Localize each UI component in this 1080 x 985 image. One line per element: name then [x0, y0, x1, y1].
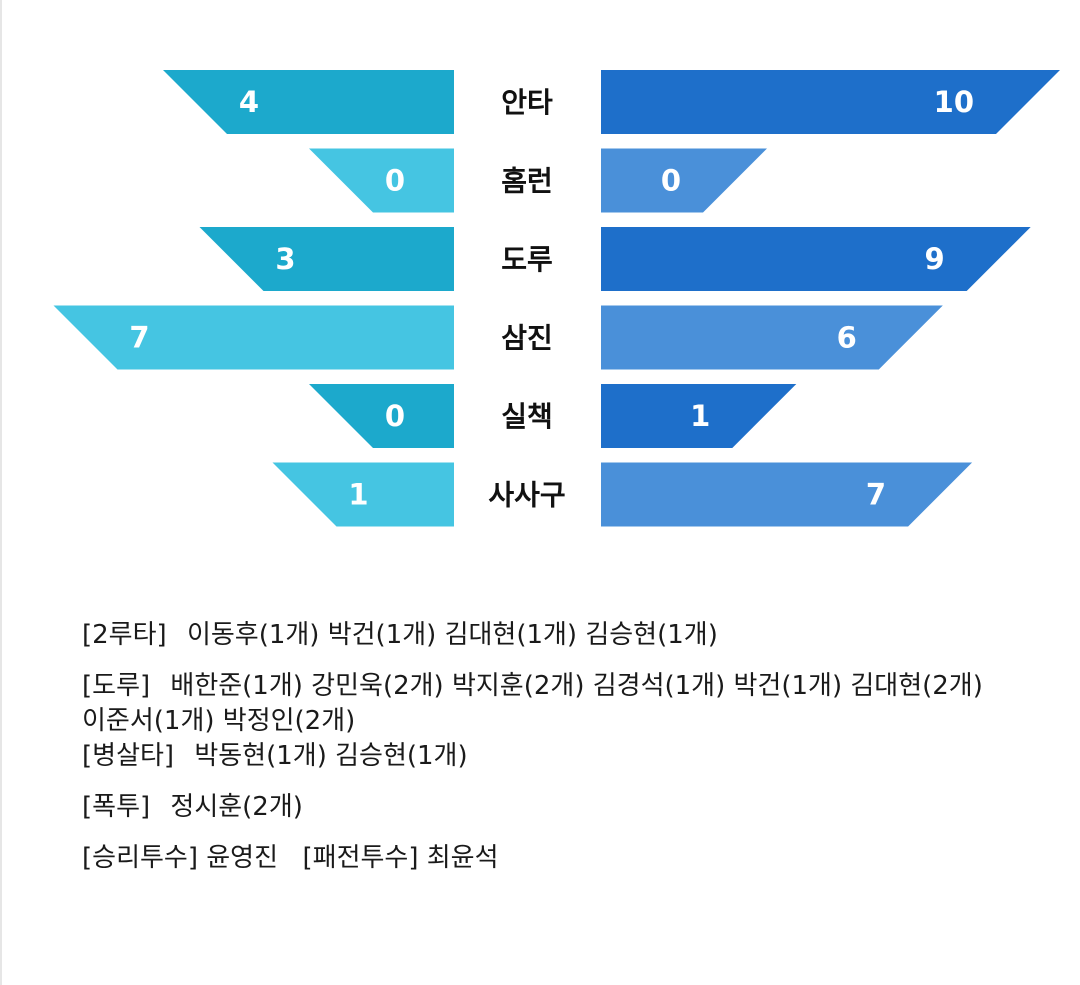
left-bar-value: 3	[275, 242, 295, 276]
category-label: 안타	[501, 86, 553, 119]
loss-pitcher-name: 최윤석	[426, 843, 499, 873]
left-bar	[272, 462, 454, 527]
note-steals: [도루] 배한준(1개) 강민욱(2개) 박지훈(2개) 김경석(1개) 박건(…	[82, 669, 1012, 739]
comparison-bar-chart: 4 10 안타 0 0 홈런 3 9 도루 7 6 삼진 0 1 실책 1 7 사사구	[53, 70, 1060, 527]
right-bar	[601, 70, 1060, 134]
left-bar	[199, 227, 454, 291]
note-steals-text: 배한준(1개) 강민욱(2개) 박지훈(2개) 김경석(1개) 박건(1개) 김…	[82, 671, 983, 736]
category-label: 홈런	[501, 165, 553, 198]
game-notes: [2루타] 이동후(1개) 박건(1개) 김대현(1개) 김승현(1개) [도루…	[82, 618, 1012, 892]
note-wild-pitches: [폭투] 정시훈(2개)	[82, 790, 1012, 825]
note-double-plays-tag: [병살타]	[82, 741, 175, 771]
category-label: 도루	[501, 243, 553, 276]
right-bar	[601, 227, 1031, 291]
left-bar	[53, 305, 454, 370]
category-label: 실책	[501, 400, 553, 433]
right-bar	[601, 148, 767, 213]
right-bar-value: 0	[661, 164, 681, 198]
note-wild-pitches-tag: [폭투]	[82, 792, 151, 822]
right-bar-value: 1	[690, 399, 710, 433]
left-bar-value: 4	[239, 85, 259, 119]
right-bar	[601, 462, 973, 527]
right-bar-value: 10	[934, 85, 974, 119]
category-label: 삼진	[501, 322, 553, 355]
right-bar-value: 7	[866, 478, 886, 512]
right-bar	[601, 384, 797, 448]
note-double-plays: [병살타] 박동현(1개) 김승현(1개)	[82, 739, 1012, 774]
right-bar	[601, 305, 943, 370]
note-doubles-tag: [2루타]	[82, 620, 167, 650]
left-bar-value: 0	[385, 399, 405, 433]
left-bar-value: 0	[385, 164, 405, 198]
note-doubles: [2루타] 이동후(1개) 박건(1개) 김대현(1개) 김승현(1개)	[82, 618, 1012, 653]
category-label: 사사구	[488, 479, 565, 512]
note-double-plays-text: 박동현(1개) 김승현(1개)	[194, 741, 468, 771]
note-wild-pitches-text: 정시훈(2개)	[170, 792, 303, 822]
page-left-border	[0, 0, 2, 985]
left-bar-value: 1	[348, 478, 368, 512]
note-doubles-text: 이동후(1개) 박건(1개) 김대현(1개) 김승현(1개)	[186, 620, 718, 650]
win-pitcher-tag: [승리투수]	[82, 843, 198, 873]
left-bar-value: 7	[129, 321, 149, 355]
left-bar	[309, 148, 454, 213]
right-bar-value: 6	[837, 321, 857, 355]
right-bar-value: 9	[925, 242, 945, 276]
win-pitcher-name: 윤영진	[206, 843, 278, 873]
note-pitchers: [승리투수] 윤영진 [패전투수] 최윤석	[82, 841, 1012, 876]
note-steals-tag: [도루]	[82, 671, 151, 701]
left-bar	[163, 70, 454, 134]
left-bar	[309, 384, 454, 448]
loss-pitcher-tag: [패전투수]	[302, 843, 419, 873]
